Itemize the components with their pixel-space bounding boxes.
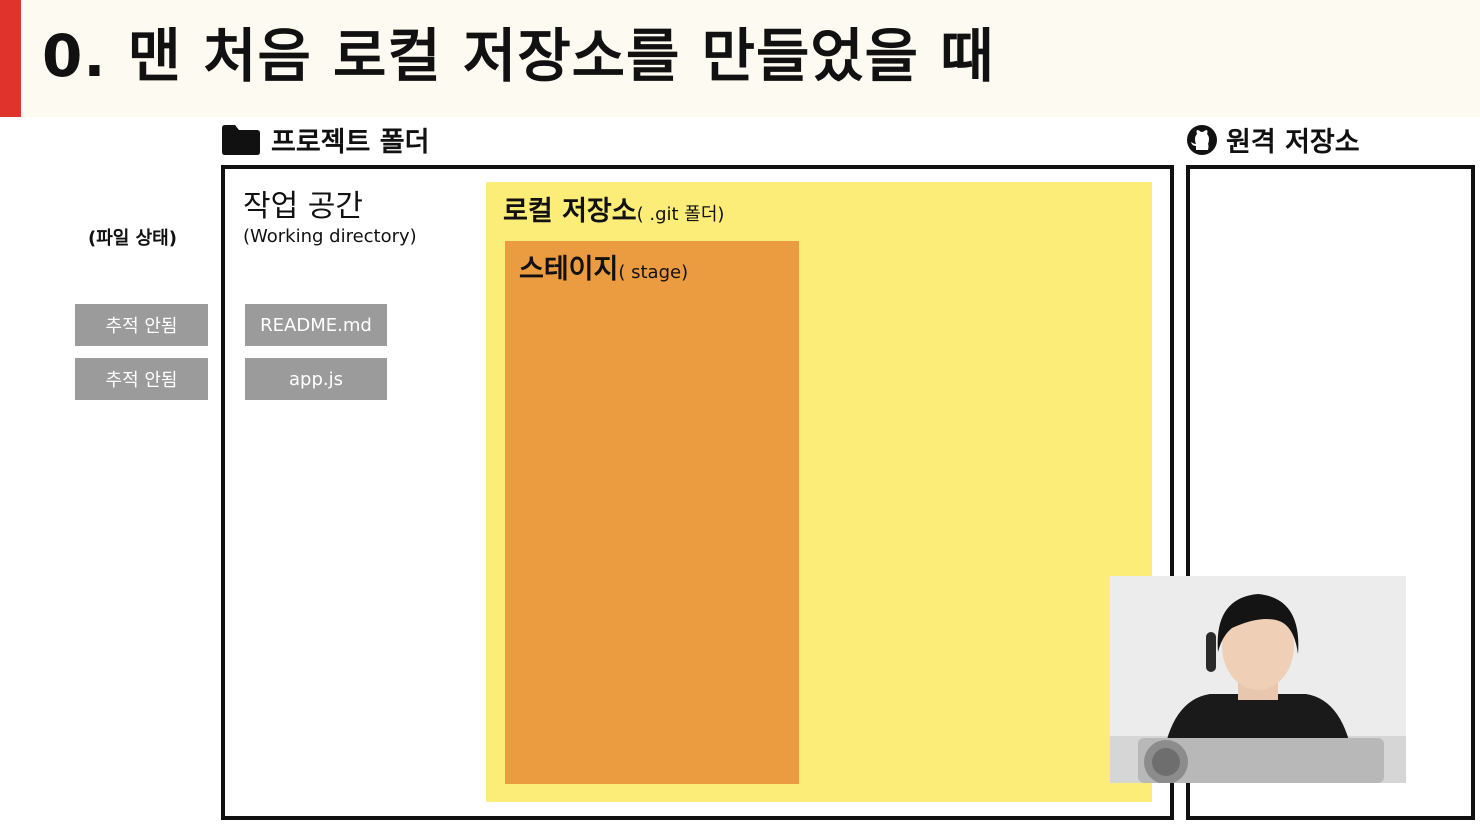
- project-folder-box: [221, 165, 1174, 820]
- remote-repo-box: [1186, 165, 1475, 820]
- remote-repo-label: 원격 저장소: [1226, 127, 1360, 158]
- status-tag: 추적 안됨: [75, 358, 208, 400]
- workspace-subtitle: (Working directory): [243, 226, 417, 247]
- stage-sublabel: ( stage): [618, 262, 689, 283]
- title-accent-bar: [0, 0, 21, 117]
- stage-area: [505, 241, 799, 784]
- status-tag: 추적 안됨: [75, 304, 208, 346]
- local-repo-heading: 로컬 저장소( .git 폴더): [503, 194, 724, 233]
- local-repo-label: 로컬 저장소: [503, 196, 637, 227]
- presenter-webcam: [1110, 576, 1406, 783]
- title-bar: [0, 0, 1480, 117]
- file-status-header: (파일 상태): [88, 228, 177, 249]
- project-folder-heading: 프로젝트 폴더: [221, 124, 429, 165]
- local-repo-sublabel: ( .git 폴더): [636, 204, 725, 225]
- presenter-image: [1110, 576, 1406, 783]
- project-folder-label: 프로젝트 폴더: [271, 127, 430, 158]
- stage-heading: 스테이지( stage): [519, 252, 688, 291]
- workspace-title: 작업 공간: [243, 189, 363, 224]
- remote-repo-heading: 원격 저장소: [1186, 124, 1360, 165]
- slide-title: 0. 맨 처음 로컬 저장소를 만들었을 때: [42, 22, 995, 90]
- folder-icon: [221, 124, 261, 165]
- file-tag-app-js: app.js: [245, 358, 387, 400]
- stage-label: 스테이지: [519, 254, 619, 285]
- file-tag-readme: README.md: [245, 304, 387, 346]
- github-icon: [1186, 124, 1218, 165]
